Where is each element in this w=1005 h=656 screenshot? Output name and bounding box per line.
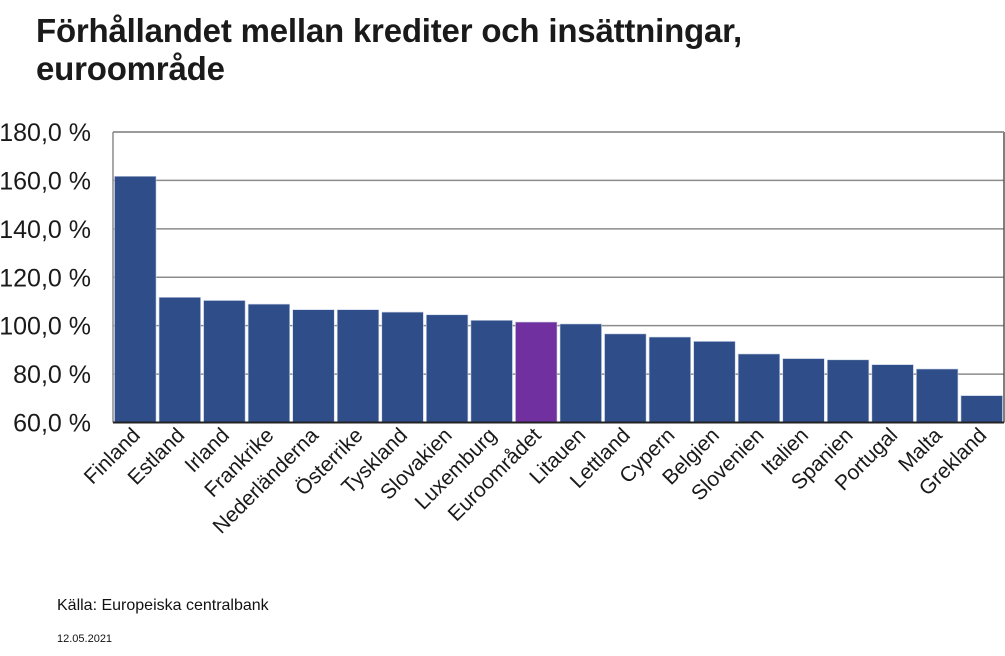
bar-luxemburg (470, 320, 513, 423)
bars (114, 176, 1003, 423)
chart-title-line-2: euroområde (36, 50, 225, 87)
axes (112, 131, 1005, 424)
x-axis-tick-labels: FinlandEstlandIrlandFrankrikeNederländer… (80, 424, 991, 539)
bar-grekland (960, 395, 1003, 423)
bar-litauen (559, 323, 602, 423)
bar-euroområdet (515, 321, 558, 423)
chart-title: Förhållandet mellan krediter och insättn… (36, 12, 742, 88)
date-note: 12.05.2021 (57, 633, 113, 645)
y-tick-label: 180,0 % (0, 119, 91, 147)
bar-belgien (693, 341, 736, 423)
y-tick-label: 160,0 % (0, 167, 91, 195)
y-tick-label: 80,0 % (13, 361, 91, 389)
bar-nederländerna (292, 309, 335, 423)
bar-slovakien (426, 314, 469, 423)
gridlines (113, 131, 1004, 375)
y-tick-label: 120,0 % (0, 264, 91, 292)
source-note: Källa: Europeiska centralbank (57, 597, 269, 614)
bar-frankrike (247, 303, 290, 423)
bar-österrike (336, 309, 380, 423)
y-tick-label: 100,0 % (0, 313, 91, 341)
bar-spanien (826, 359, 870, 423)
y-tick-label: 60,0 % (13, 410, 91, 438)
bar-finland (114, 176, 157, 423)
bar-irland (203, 300, 246, 423)
bar-slovenien (737, 353, 781, 423)
bar-portugal (871, 364, 914, 423)
chart-title-line-1: Förhållandet mellan krediter och insättn… (36, 12, 742, 49)
bar-malta (916, 368, 959, 423)
y-tick-label: 140,0 % (0, 216, 91, 244)
y-axis-tick-labels: 60,0 % 80,0 % 100,0 % 120,0 % 140,0 % 160,0 %… (0, 119, 91, 438)
bar-cypern (648, 336, 691, 423)
bar-italien (782, 358, 825, 423)
bar-tyskland (381, 311, 424, 423)
bar-lettland (604, 333, 647, 423)
bar-estland (158, 297, 201, 423)
